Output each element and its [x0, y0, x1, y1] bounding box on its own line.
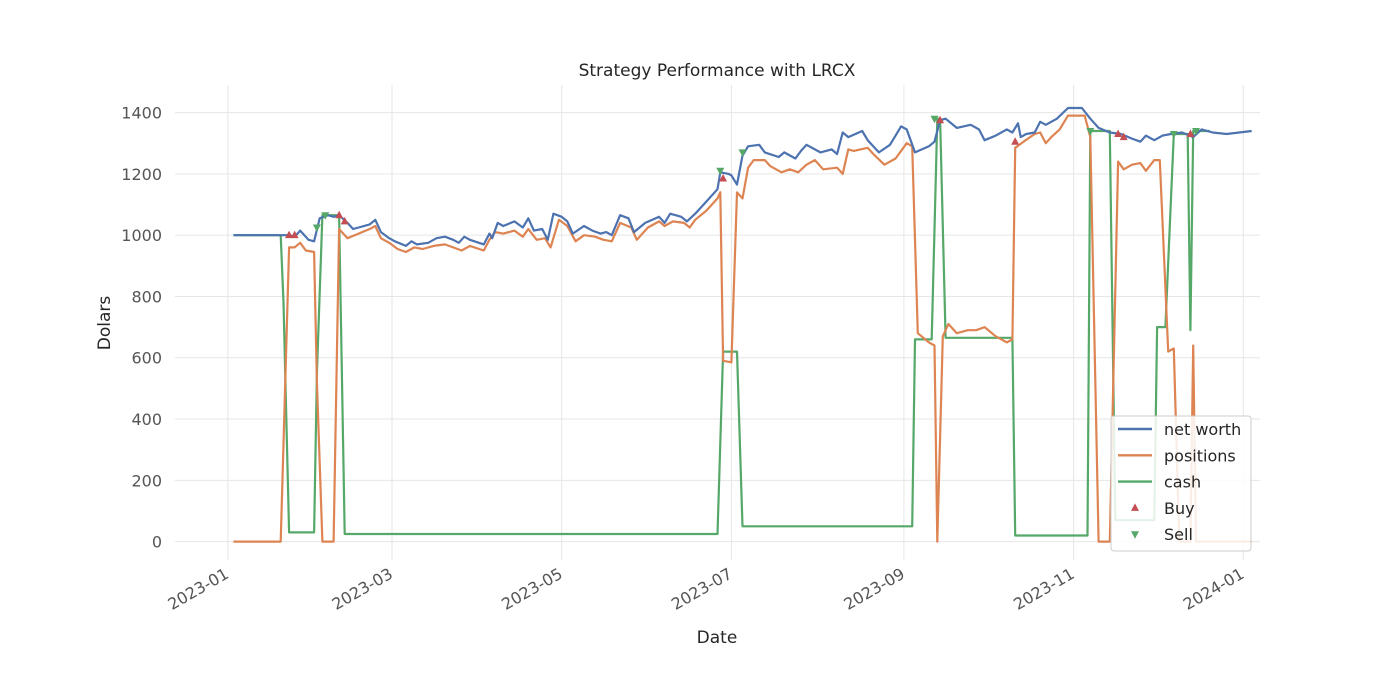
buy-marker [285, 230, 294, 239]
buy-marker [936, 115, 945, 124]
y-tick-label: 800 [131, 287, 162, 306]
trade-markers [285, 115, 1201, 239]
y-tick-label: 1200 [121, 165, 162, 184]
buy-marker [1114, 129, 1123, 138]
x-tick-label: 2023-01 [164, 564, 231, 614]
sell-marker [1169, 131, 1178, 139]
y-tick-label: 1400 [121, 104, 162, 123]
sell-marker [716, 167, 725, 176]
legend-label-positions: positions [1164, 446, 1236, 465]
sell-marker [738, 149, 747, 157]
buy-marker [335, 210, 344, 219]
legend-box [1110, 415, 1252, 552]
legend: net worth positions cash Buy Sell [1110, 415, 1252, 552]
legend-label-Sell: Sell [1164, 525, 1193, 544]
x-tick-label: 2023-07 [668, 564, 735, 614]
legend-swatch-sell [1131, 531, 1139, 539]
x-tick-label: 2024-01 [1180, 564, 1247, 614]
legend-label-net-worth: net worth [1164, 420, 1241, 439]
plot-area [233, 106, 1252, 543]
y-tick-label: 600 [131, 349, 162, 368]
y-tick-label: 0 [152, 533, 162, 552]
legend-swatch-buy [1131, 503, 1139, 511]
series-line-positions [233, 114, 1252, 543]
x-tick-labels: 2023-01 2023-03 2023-05 2023-07 2023-09 2023-… [164, 564, 1247, 614]
y-tick-label: 200 [131, 471, 162, 490]
buy-marker [1186, 129, 1195, 138]
buy-marker [719, 173, 728, 182]
buy-marker [290, 230, 299, 239]
y-tick-label: 1000 [121, 226, 162, 245]
sell-marker [1192, 127, 1201, 136]
y-tick-labels: 0 200 400 600 800 1000 1200 1400 [121, 104, 162, 552]
buy-marker [1119, 132, 1128, 141]
sell-marker [930, 115, 939, 124]
chart-title: Strategy Performance with LRCX [579, 61, 856, 81]
sell-marker [312, 224, 321, 232]
buy-marker [1011, 137, 1020, 145]
y-tick-label: 400 [131, 410, 162, 429]
y-axis-label: Dolars [95, 296, 115, 351]
sell-marker [1086, 127, 1095, 136]
x-axis-label: Date [697, 628, 738, 648]
x-tick-label: 2023-03 [329, 564, 396, 614]
buy-marker [340, 216, 349, 225]
legend-label-Buy: Buy [1164, 499, 1195, 518]
x-tick-label: 2023-05 [498, 564, 565, 614]
legend-label-cash: cash [1164, 473, 1201, 492]
x-tick-label: 2023-09 [840, 564, 907, 614]
sell-marker [321, 212, 330, 220]
x-tick-label: 2023-11 [1010, 564, 1077, 614]
series-line-net-worth [233, 106, 1252, 247]
